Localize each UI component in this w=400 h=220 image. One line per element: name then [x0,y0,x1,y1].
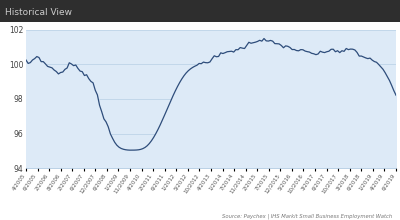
Text: Source: Paychex | IHS Markit Small Business Employment Watch: Source: Paychex | IHS Markit Small Busin… [222,213,392,219]
Text: Historical View: Historical View [5,8,72,16]
